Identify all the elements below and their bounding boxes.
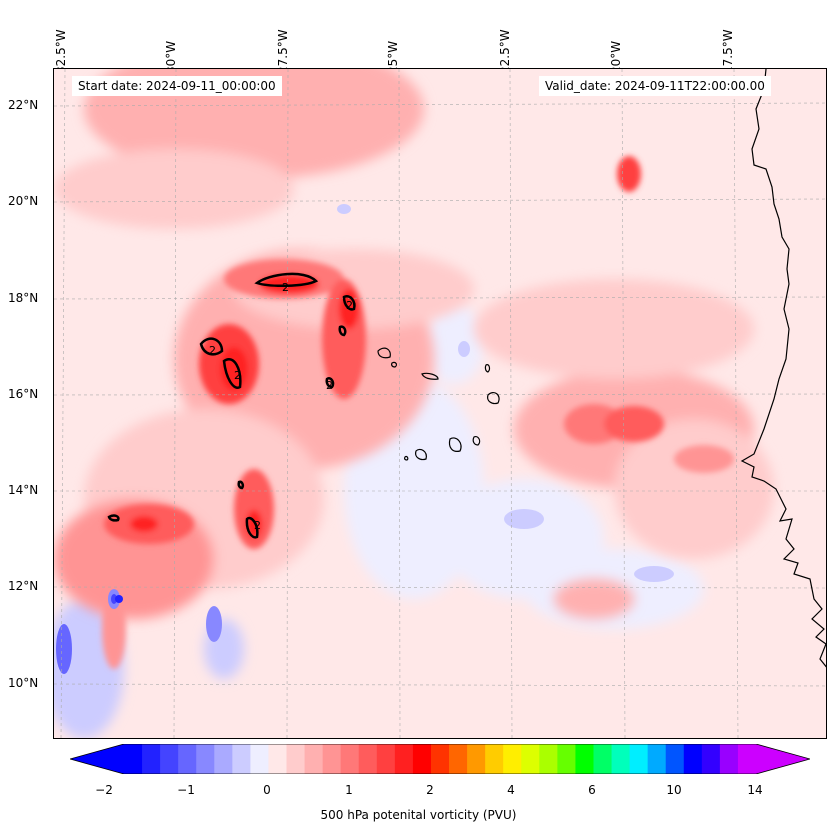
colorbar-segment xyxy=(178,744,197,774)
colorbar-tick-label: −1 xyxy=(177,783,195,797)
pv-2-contours xyxy=(107,272,356,539)
colorbar-segment xyxy=(665,744,685,774)
colorbar-segment xyxy=(322,744,342,774)
colorbar-segment xyxy=(214,744,233,774)
contour-label: 2 xyxy=(209,344,216,357)
start-date-label: Start date: 2024-09-11_00:00:00 xyxy=(72,76,282,96)
colorbar-segment xyxy=(430,744,450,774)
colorbar-tick-label: 6 xyxy=(588,783,596,797)
valid-date-label: Valid_date: 2024-09-11T22:00:00.00 xyxy=(539,76,771,96)
colorbar-tick-label: −2 xyxy=(95,783,113,797)
blue-spots xyxy=(56,204,674,674)
colorbar-segment xyxy=(593,744,613,774)
colorbar-tick-label: 14 xyxy=(747,783,763,797)
contour-label: 2 xyxy=(254,519,261,532)
colorbar-segment xyxy=(737,744,757,774)
colorbar-segment xyxy=(268,744,288,774)
colorbar-segment xyxy=(340,744,360,774)
lat-label-12n: 12°N xyxy=(8,579,39,593)
pv-field-map: 2 2 2 2 2 2 xyxy=(54,69,826,738)
colorbar-segment xyxy=(503,744,522,774)
colorbar-segment xyxy=(124,744,143,774)
colorbar-segment xyxy=(683,744,703,774)
colorbar-segment xyxy=(521,744,540,774)
cape-verde-islands xyxy=(377,347,500,461)
colorbar-tick-label: 2 xyxy=(426,783,434,797)
colorbar-tick-label: 10 xyxy=(666,783,682,797)
colorbar-segment xyxy=(485,744,504,774)
colorbar-segment xyxy=(575,744,594,774)
colorbar-tick-label: 0 xyxy=(263,783,271,797)
lat-label-10n: 10°N xyxy=(8,676,39,690)
colorbar-segment xyxy=(142,744,161,774)
colorbar-segment xyxy=(412,744,432,774)
colorbar-segment xyxy=(539,744,558,774)
lat-label-18n: 18°N xyxy=(8,291,39,305)
colorbar-tick-label: 1 xyxy=(345,783,353,797)
colorbar-segment xyxy=(701,744,721,774)
colorbar-segment xyxy=(250,744,269,774)
colorbar-segment xyxy=(467,744,486,774)
colorbar-segment xyxy=(449,744,468,774)
contour-label: 2 xyxy=(282,281,289,294)
contour-label: 2 xyxy=(234,369,241,382)
colorbar-segment xyxy=(304,744,324,774)
high-pv-regions xyxy=(102,156,734,669)
colorbar-graphic xyxy=(68,743,812,775)
colorbar-segment xyxy=(160,744,179,774)
colorbar-segment xyxy=(286,744,306,774)
contour-labels: 2 2 2 2 2 2 xyxy=(209,281,353,532)
lat-label-22n: 22°N xyxy=(8,98,39,112)
colorbar-segment xyxy=(629,744,649,774)
colorbar-segment xyxy=(611,744,631,774)
colorbar-under-triangle xyxy=(70,744,124,774)
colorbar-tick-label: 4 xyxy=(507,783,515,797)
colorbar-segment xyxy=(557,744,576,774)
colorbar-segment xyxy=(647,744,667,774)
colorbar xyxy=(68,743,812,775)
map-panel: 2 2 2 2 2 2 xyxy=(53,68,827,739)
contour-label: 2 xyxy=(326,379,333,392)
colorbar-segment xyxy=(376,744,396,774)
colorbar-segment xyxy=(394,744,414,774)
lat-label-16n: 16°N xyxy=(8,387,39,401)
colorbar-segment xyxy=(196,744,215,774)
colorbar-label: 500 hPa potenital vorticity (PVU) xyxy=(320,808,517,822)
colorbar-segment xyxy=(719,744,739,774)
africa-coastline xyxy=(740,69,826,668)
graticule xyxy=(54,69,826,738)
colorbar-over-triangle xyxy=(756,744,810,774)
low-pv-regions xyxy=(54,304,704,738)
lat-label-14n: 14°N xyxy=(8,483,39,497)
lat-label-20n: 20°N xyxy=(8,194,39,208)
colorbar-segment xyxy=(358,744,378,774)
colorbar-segment xyxy=(232,744,251,774)
contour-label: 2 xyxy=(346,299,353,312)
